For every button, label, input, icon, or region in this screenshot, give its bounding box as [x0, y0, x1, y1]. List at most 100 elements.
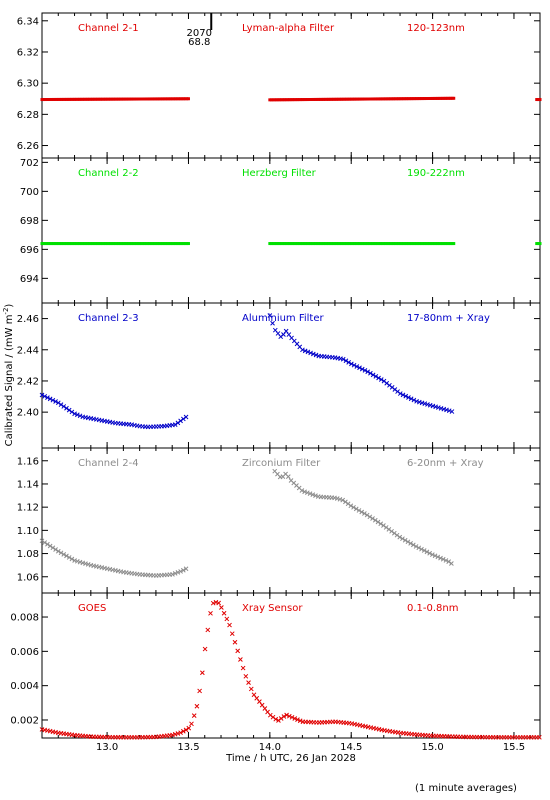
data-point	[365, 369, 371, 375]
data-point	[287, 242, 291, 246]
data-point	[302, 242, 306, 246]
series-marks	[39, 313, 455, 430]
data-point	[115, 97, 119, 101]
data-point	[308, 350, 313, 356]
data-point	[414, 97, 418, 101]
band-label: 190-222nm	[407, 168, 465, 179]
data-point	[90, 97, 94, 101]
data-point	[320, 242, 324, 246]
data-point	[269, 98, 273, 102]
data-point	[536, 242, 540, 246]
y-tick-label: 2.44	[17, 345, 39, 356]
data-point	[92, 242, 96, 246]
data-point	[284, 242, 288, 246]
data-point	[335, 242, 339, 246]
data-point	[320, 97, 324, 101]
data-point	[326, 97, 330, 101]
data-point	[216, 600, 222, 606]
data-point	[208, 610, 213, 616]
data-point	[343, 242, 347, 246]
data-point	[333, 97, 337, 101]
data-point	[310, 492, 316, 497]
data-point	[103, 242, 107, 246]
data-point	[452, 242, 456, 246]
data-point	[43, 242, 47, 246]
data-point	[232, 639, 238, 645]
data-point	[89, 242, 93, 246]
data-point	[357, 242, 361, 246]
channel-label: Channel 2-2	[78, 168, 139, 179]
data-point	[385, 242, 389, 246]
data-point	[61, 552, 67, 557]
data-point	[333, 242, 337, 246]
data-point	[42, 242, 46, 246]
data-point	[107, 242, 111, 246]
data-point	[304, 490, 310, 496]
data-point	[375, 97, 379, 101]
data-point	[47, 97, 51, 101]
data-point	[390, 242, 394, 246]
data-point	[48, 242, 52, 246]
data-point	[165, 242, 169, 246]
data-point	[388, 242, 392, 246]
data-point	[178, 569, 183, 574]
data-point	[74, 97, 78, 101]
data-point	[294, 242, 298, 246]
data-point	[381, 523, 386, 528]
data-point	[177, 97, 181, 101]
data-point	[352, 97, 356, 101]
data-point	[354, 97, 358, 101]
data-point	[370, 242, 374, 246]
data-point	[61, 97, 65, 101]
data-point	[69, 556, 75, 562]
data-point	[383, 242, 387, 246]
data-point	[362, 97, 366, 101]
data-point	[144, 97, 148, 101]
data-point	[313, 493, 318, 498]
data-point	[276, 98, 280, 102]
data-point	[435, 405, 441, 410]
data-point	[375, 519, 381, 525]
data-point	[367, 97, 371, 101]
data-point	[180, 728, 186, 734]
data-point	[102, 97, 106, 101]
data-point	[99, 97, 103, 101]
data-point	[397, 391, 403, 396]
data-point	[39, 538, 45, 544]
data-point	[95, 97, 99, 101]
data-point	[437, 96, 441, 100]
data-point	[446, 559, 452, 564]
data-point	[55, 400, 61, 406]
data-point	[121, 97, 125, 101]
data-point	[449, 561, 454, 566]
data-point	[445, 242, 449, 246]
data-point	[441, 406, 447, 412]
data-point	[396, 97, 400, 101]
data-point	[378, 521, 384, 527]
data-point	[243, 673, 249, 679]
filter-label: Herzberg Filter	[242, 168, 317, 179]
data-point	[61, 242, 65, 246]
data-point	[53, 242, 57, 246]
data-point	[64, 97, 68, 101]
data-point	[289, 242, 293, 246]
data-point	[310, 97, 314, 101]
data-point	[370, 516, 375, 521]
data-point	[143, 97, 147, 101]
data-point	[169, 242, 173, 246]
data-point	[339, 97, 343, 101]
data-point	[357, 365, 362, 371]
data-point	[108, 97, 112, 101]
data-point	[317, 97, 321, 101]
x-tick-label: 13.0	[96, 742, 118, 753]
data-point	[162, 242, 166, 246]
data-point	[73, 97, 77, 101]
data-point	[254, 695, 260, 701]
data-point	[172, 571, 178, 576]
data-point	[64, 242, 68, 246]
data-point	[221, 610, 227, 616]
data-point	[175, 731, 181, 736]
data-point	[408, 97, 412, 101]
data-point	[362, 511, 367, 516]
data-point	[427, 550, 432, 556]
